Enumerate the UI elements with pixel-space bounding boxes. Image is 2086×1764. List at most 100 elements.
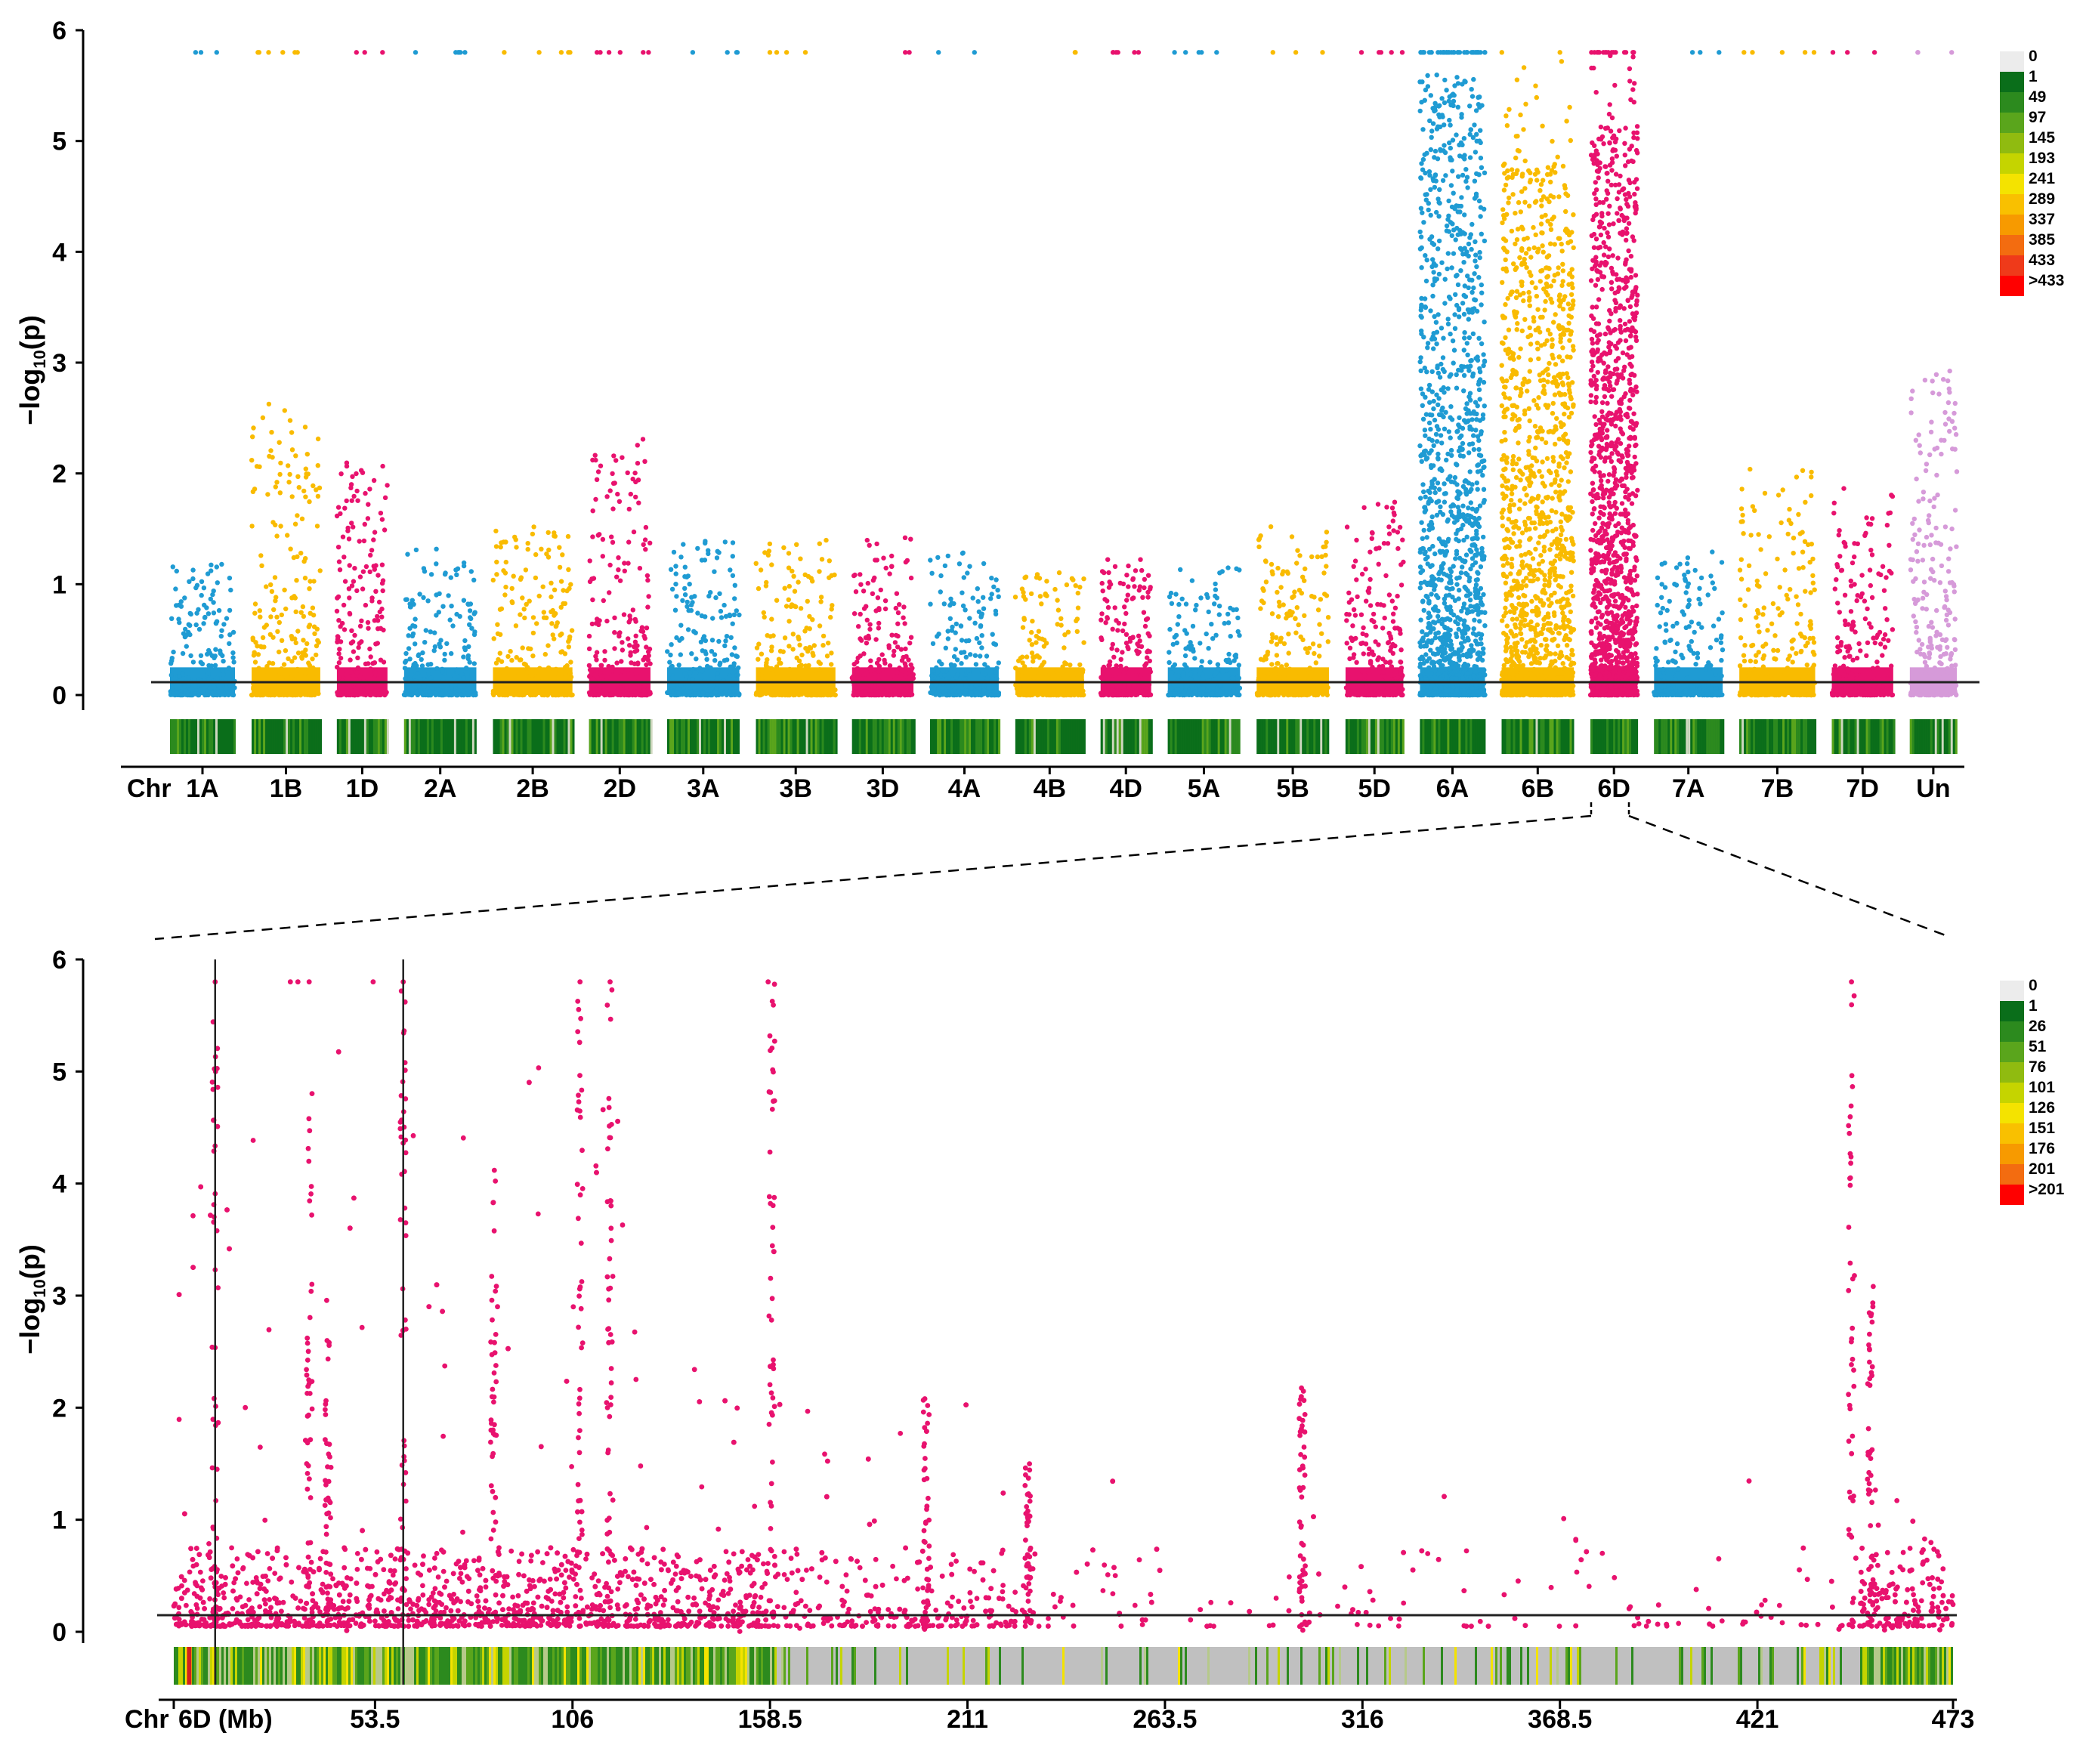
- top-point: [596, 622, 601, 627]
- top-point: [728, 692, 734, 698]
- top-point: [1457, 588, 1462, 593]
- top-point: [1201, 685, 1206, 691]
- top-point: [978, 623, 984, 629]
- top-point: [514, 545, 519, 550]
- top-point: [169, 656, 175, 661]
- top-point: [413, 547, 419, 553]
- top-point: [589, 691, 594, 697]
- top-point: [544, 551, 549, 557]
- top-point: [864, 671, 870, 676]
- top-point: [712, 690, 718, 695]
- top-point: [260, 635, 266, 641]
- top-point: [1442, 647, 1448, 652]
- top-point: [781, 691, 787, 697]
- top-point: [876, 669, 882, 674]
- top-point: [193, 50, 199, 55]
- top-point: [974, 635, 980, 641]
- top-point: [307, 610, 313, 616]
- top-point: [340, 534, 346, 539]
- top-point: [467, 608, 473, 613]
- top-point: [1059, 682, 1065, 687]
- top-point: [425, 598, 431, 604]
- top-point: [817, 661, 824, 666]
- top-point: [372, 567, 377, 572]
- top-point: [902, 672, 908, 678]
- top-point: [1479, 282, 1485, 288]
- top-point: [311, 665, 316, 671]
- top-point: [196, 607, 201, 612]
- top-point: [1447, 654, 1452, 660]
- top-point: [1384, 505, 1389, 510]
- top-point: [1122, 604, 1127, 610]
- top-point: [1287, 609, 1293, 614]
- top-point: [1419, 520, 1424, 525]
- top-point: [895, 692, 901, 698]
- top-point: [354, 50, 359, 55]
- top-point: [805, 573, 811, 579]
- top-point: [1028, 687, 1034, 692]
- top-point: [1476, 446, 1482, 453]
- top-point: [282, 587, 287, 593]
- top-point: [1172, 691, 1177, 697]
- top-point: [1168, 590, 1174, 596]
- top-point: [730, 540, 736, 545]
- top-point: [1439, 653, 1445, 659]
- top-point: [968, 652, 973, 657]
- top-point: [267, 660, 272, 666]
- top-point: [960, 590, 965, 595]
- top-point: [1317, 653, 1322, 659]
- top-point: [409, 687, 415, 693]
- top-point: [1440, 640, 1445, 645]
- top-point: [1480, 412, 1486, 418]
- top-point: [607, 692, 613, 697]
- top-point: [372, 618, 377, 623]
- top-point: [365, 619, 371, 626]
- top-point: [526, 674, 531, 679]
- top-point: [1426, 665, 1432, 670]
- top-point: [366, 502, 371, 507]
- top-point: [769, 666, 774, 672]
- top-point: [545, 530, 551, 536]
- top-point: [1373, 624, 1379, 629]
- top-point: [1269, 662, 1275, 667]
- top-point: [1435, 124, 1441, 129]
- top-point: [714, 686, 719, 691]
- top-point: [1432, 620, 1438, 626]
- top-point: [1477, 255, 1482, 261]
- top-point: [1176, 673, 1181, 678]
- top-point: [561, 588, 566, 593]
- top-point: [811, 653, 816, 658]
- top-point: [1423, 278, 1429, 284]
- top-point: [626, 539, 632, 545]
- top-point: [531, 524, 536, 530]
- top-point: [567, 50, 573, 55]
- top-point: [880, 690, 885, 697]
- top-point: [423, 628, 428, 633]
- top-point: [902, 692, 907, 698]
- top-point: [1471, 446, 1477, 453]
- top-point: [1361, 687, 1367, 694]
- top-point: [716, 638, 722, 644]
- top-point: [878, 587, 884, 593]
- top-point: [1417, 108, 1423, 114]
- top-point: [1424, 682, 1430, 687]
- top-point: [687, 582, 692, 587]
- top-point: [1317, 643, 1322, 649]
- top-point: [1138, 557, 1143, 562]
- top-point: [1099, 569, 1105, 574]
- top-point: [1476, 462, 1482, 468]
- top-point: [368, 666, 373, 672]
- top-point: [951, 601, 956, 607]
- top-point: [1460, 301, 1466, 306]
- top-point: [357, 675, 363, 680]
- top-point: [1292, 589, 1297, 595]
- top-point: [1031, 692, 1036, 697]
- top-point: [1469, 289, 1475, 295]
- top-point: [257, 691, 262, 697]
- top-point: [337, 567, 343, 573]
- top-point: [1442, 499, 1448, 505]
- top-point: [298, 551, 304, 556]
- top-point: [1464, 671, 1469, 676]
- top-point: [908, 635, 914, 640]
- top-point: [678, 622, 684, 628]
